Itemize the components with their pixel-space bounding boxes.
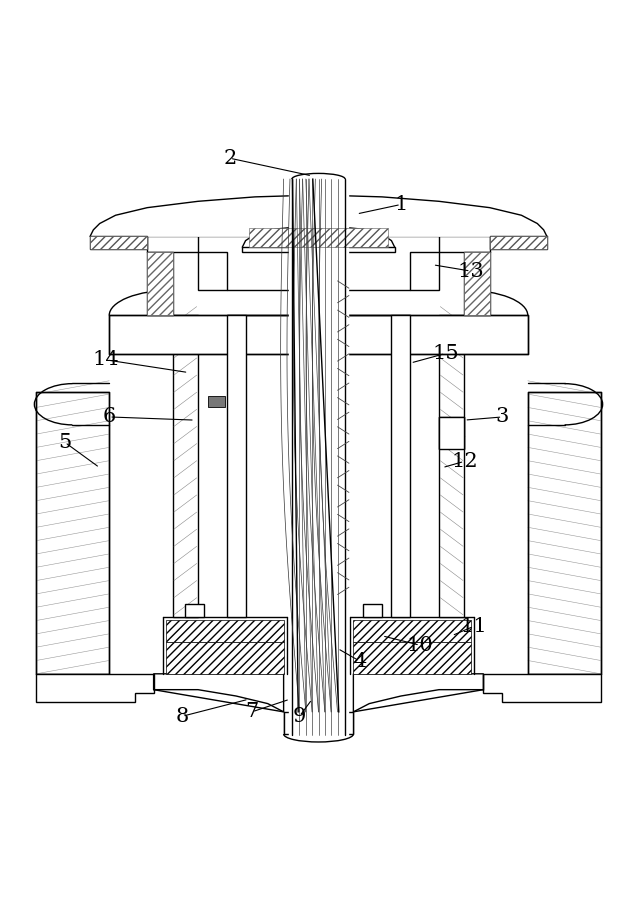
Polygon shape xyxy=(166,620,283,642)
Text: 6: 6 xyxy=(103,408,116,427)
Text: 2: 2 xyxy=(223,148,236,167)
Text: 9: 9 xyxy=(293,707,306,726)
Polygon shape xyxy=(292,179,345,735)
Polygon shape xyxy=(464,252,490,316)
Polygon shape xyxy=(243,247,394,252)
Polygon shape xyxy=(90,237,147,248)
Polygon shape xyxy=(185,604,204,617)
Text: 1: 1 xyxy=(394,195,408,214)
Text: 14: 14 xyxy=(93,350,119,369)
Text: 11: 11 xyxy=(461,617,487,636)
Polygon shape xyxy=(363,604,382,617)
Polygon shape xyxy=(528,391,601,673)
Polygon shape xyxy=(198,252,227,290)
Polygon shape xyxy=(227,316,246,617)
Polygon shape xyxy=(147,252,173,316)
Polygon shape xyxy=(109,316,528,353)
Text: 3: 3 xyxy=(496,408,509,427)
Polygon shape xyxy=(490,237,547,248)
Polygon shape xyxy=(154,673,283,712)
Text: 12: 12 xyxy=(451,452,478,470)
Polygon shape xyxy=(391,316,410,617)
Polygon shape xyxy=(208,396,225,408)
Polygon shape xyxy=(439,316,464,617)
Polygon shape xyxy=(464,252,490,316)
Polygon shape xyxy=(354,673,483,712)
Polygon shape xyxy=(166,642,283,673)
Text: 10: 10 xyxy=(406,636,433,655)
Polygon shape xyxy=(90,195,547,237)
Text: 4: 4 xyxy=(353,652,366,671)
Polygon shape xyxy=(283,712,354,734)
Polygon shape xyxy=(243,226,394,247)
Text: 5: 5 xyxy=(58,433,71,452)
Text: 7: 7 xyxy=(245,703,259,722)
Polygon shape xyxy=(354,620,471,642)
Polygon shape xyxy=(483,673,601,703)
Polygon shape xyxy=(1,138,636,772)
Text: 13: 13 xyxy=(457,261,484,280)
Text: 8: 8 xyxy=(176,707,189,726)
Text: 15: 15 xyxy=(432,344,459,363)
Polygon shape xyxy=(410,252,439,290)
Polygon shape xyxy=(36,391,109,673)
Polygon shape xyxy=(90,237,147,248)
Polygon shape xyxy=(354,642,471,673)
Polygon shape xyxy=(490,237,547,248)
Polygon shape xyxy=(147,252,173,316)
Polygon shape xyxy=(173,316,198,617)
Polygon shape xyxy=(439,417,464,449)
Polygon shape xyxy=(36,673,154,703)
Polygon shape xyxy=(248,228,389,247)
